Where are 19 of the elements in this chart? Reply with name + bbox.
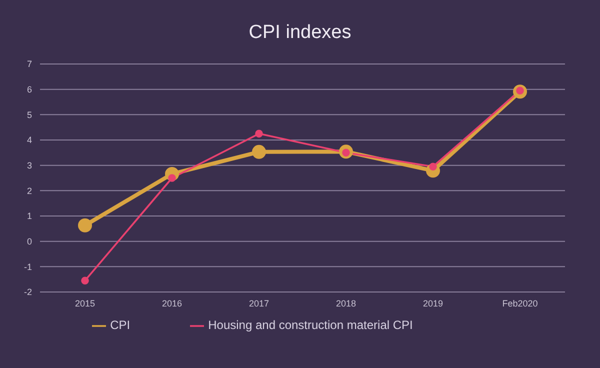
legend-label: CPI <box>110 318 130 332</box>
x-tick-label: 2018 <box>336 298 356 308</box>
x-tick-label: 2015 <box>74 298 96 308</box>
legend-label: Housing and construction material CPI <box>208 318 413 332</box>
x-tick-label: 2016 <box>162 298 182 308</box>
y-tick-label: -2 <box>24 287 32 298</box>
y-tick-label: 5 <box>26 110 32 120</box>
x-tick-label: 2017 <box>248 298 270 308</box>
x-tick-label: Feb2020 <box>502 298 538 308</box>
y-tick-label: 2 <box>26 186 32 196</box>
y-tick-label: 7 <box>26 59 32 70</box>
y-tick-label: 4 <box>26 135 32 146</box>
y-tick-label: 6 <box>26 84 32 95</box>
y-tick-label: 3 <box>26 160 32 171</box>
y-tick-label: 0 <box>26 236 32 247</box>
chart-title: CPI indexes <box>248 21 352 45</box>
y-tick-label: 1 <box>26 211 32 222</box>
y-tick-label: -1 <box>24 262 32 272</box>
x-tick-label: 2019 <box>422 298 444 308</box>
